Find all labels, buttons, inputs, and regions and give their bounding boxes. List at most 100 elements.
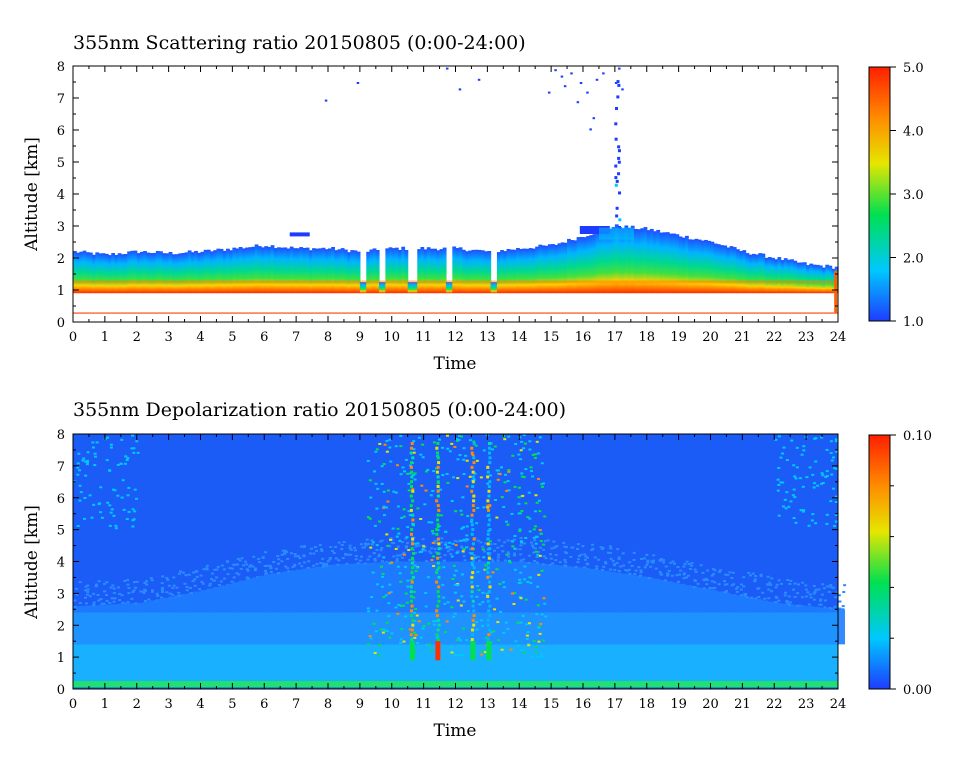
cloud-speck — [614, 183, 618, 187]
depol-speck — [825, 448, 829, 451]
noise-speck — [353, 549, 357, 552]
depol-speck — [93, 452, 97, 455]
depol-speck — [109, 511, 113, 514]
depol-speck — [816, 484, 820, 487]
noise-speck — [108, 601, 112, 604]
depol-speck — [541, 482, 545, 485]
aerosol-layer-column — [120, 254, 125, 294]
plume-speck — [435, 614, 439, 618]
depol-speck — [416, 641, 420, 644]
noise-speck — [808, 593, 812, 596]
noise-speck — [745, 596, 749, 599]
plume-speck — [436, 518, 440, 522]
plume-speck — [410, 547, 414, 551]
depolarization-column — [551, 564, 559, 645]
aerosol-layer-column — [312, 248, 316, 294]
depol-speck — [430, 529, 434, 532]
depol-speck — [781, 505, 785, 508]
noise-speck — [696, 582, 700, 585]
aerosol-layer-column — [280, 247, 284, 294]
noise-speck — [171, 593, 175, 596]
noise-speck — [624, 569, 628, 572]
aerosol-layer-column — [436, 250, 441, 294]
noise-speck — [179, 594, 183, 597]
depol-speck — [388, 438, 392, 441]
depol-speck — [783, 498, 787, 501]
noise-speck — [289, 552, 293, 555]
noise-speck — [302, 555, 306, 558]
depol-speck — [426, 468, 430, 471]
noise-speck — [632, 551, 636, 554]
plume-speck — [470, 518, 474, 522]
noise-speck — [552, 540, 556, 543]
cloud-speck — [618, 218, 622, 222]
aerosol-layer-column — [608, 229, 613, 294]
depol-speck — [446, 481, 450, 484]
depol-speck — [380, 585, 384, 588]
noise-speck — [519, 553, 523, 556]
depol-speck — [528, 576, 532, 579]
aerosol-layer-column — [815, 264, 820, 294]
aerosol-layer-column — [806, 265, 810, 294]
depol-speck — [475, 628, 479, 631]
noise-speck — [253, 569, 257, 572]
noise-speck — [615, 562, 619, 565]
depol-speck — [406, 585, 410, 588]
noise-speck — [646, 559, 650, 562]
noise-speck — [843, 584, 847, 587]
x-tick-label: 13 — [479, 697, 496, 712]
depol-speck — [370, 596, 374, 599]
plume-speck — [409, 494, 413, 498]
plume-speck — [470, 633, 474, 637]
depol-speck — [380, 482, 384, 485]
depol-speck — [537, 477, 541, 480]
depol-speck — [385, 629, 389, 632]
depol-speck — [476, 570, 480, 573]
noise-speck — [442, 559, 446, 562]
depolarization-column — [398, 561, 406, 645]
depol-speck — [398, 539, 402, 542]
plume-speck — [409, 451, 413, 455]
depol-speck — [535, 613, 539, 616]
x-tick-label: 1 — [101, 330, 109, 345]
noise-speck — [364, 562, 368, 565]
depol-speck — [792, 464, 796, 467]
noise-speck — [353, 546, 357, 549]
noise-speck — [577, 555, 581, 558]
noise-speck — [395, 557, 399, 560]
depol-speck — [480, 653, 484, 656]
noise-speck — [763, 597, 767, 600]
depol-speck — [779, 456, 783, 459]
y-tick-label: 5 — [57, 156, 65, 171]
noise-speck — [185, 589, 189, 592]
depol-speck — [791, 494, 795, 497]
aerosol-layer-column — [704, 239, 708, 294]
noise-speck — [404, 545, 408, 548]
depolarization-column — [328, 564, 335, 645]
depol-speck — [820, 436, 824, 439]
x-tick-label: 0 — [69, 330, 77, 345]
noise-speck — [793, 595, 797, 598]
depol-speck — [488, 575, 492, 578]
depol-speck — [444, 543, 448, 546]
y-axis-label: Altitude [km] — [22, 137, 42, 252]
depol-speck — [97, 503, 101, 506]
aerosol-layer-column — [127, 251, 131, 294]
depol-speck — [776, 478, 780, 481]
noise-speck — [519, 537, 523, 540]
depol-speck — [453, 583, 457, 586]
noise-speck — [434, 542, 438, 545]
noise-speck — [809, 596, 813, 599]
depol-speck — [371, 571, 375, 574]
x-tick-label: 3 — [164, 697, 172, 712]
aerosol-layer-column — [407, 282, 412, 294]
depol-speck — [456, 477, 460, 480]
noise-speck — [226, 560, 230, 563]
noise-speck — [86, 590, 90, 593]
aerosol-layer-column — [532, 248, 536, 294]
depol-speck — [422, 625, 426, 628]
depol-speck — [462, 447, 466, 450]
cloud-speck — [617, 156, 621, 160]
aerosol-layer-column — [162, 253, 167, 294]
noise-speck — [402, 551, 406, 554]
